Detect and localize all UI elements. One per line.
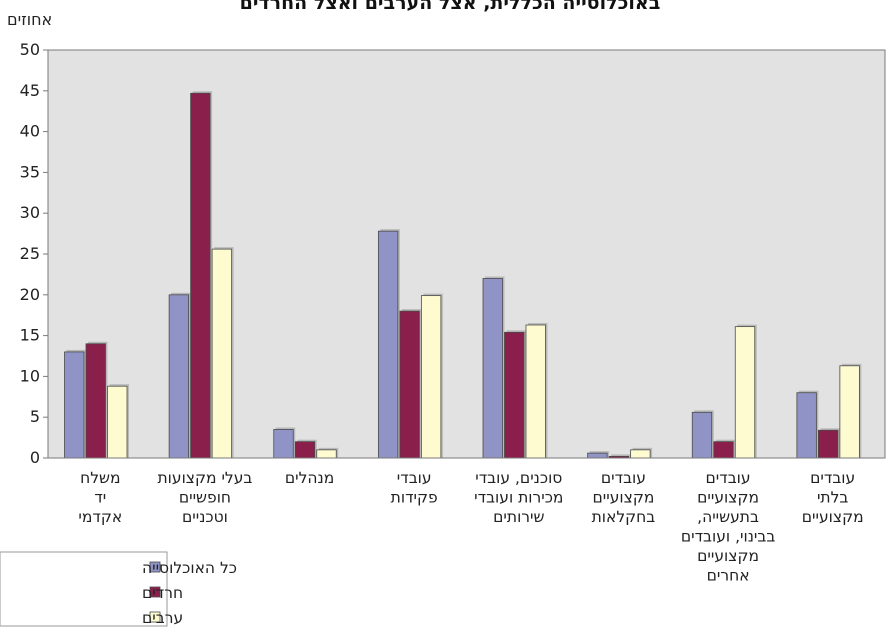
bar [504,331,525,459]
y-tick-label: 5 [30,407,40,426]
bar [168,294,190,459]
y-tick-label: 10 [20,366,40,385]
legend: כל האוכלוסייה חרדים ערבים [0,551,237,627]
y-tick-label: 15 [20,326,40,345]
chart-title: באוכלוסייה הכללית, אצל הערבים ואצל החרדי… [240,0,661,14]
x-tick-label: יד [94,489,106,507]
y-tick-label: 20 [20,285,40,304]
x-tick-label: מקצועיים [697,547,759,565]
x-tick-label: עובדי [397,469,432,487]
y-axis-label: אחוזים [7,10,52,29]
bar [420,295,442,459]
bar [587,452,608,459]
y-tick-label: 30 [20,203,40,222]
y-tick-label: 45 [20,81,40,100]
x-tick-label: חופשיים [179,489,231,507]
x-tick-label: עובדים [601,469,646,487]
x-tick-label: סוכנים, עובדי [475,469,562,487]
bar [817,429,839,459]
bar [294,441,316,459]
x-tick-label: מקצועיים [802,508,864,526]
bar [85,343,106,459]
x-tick-label: שירותים [493,508,544,526]
legend-label: כל האוכלוסייה [142,559,237,577]
x-tick-label: מקצועיים [697,489,759,507]
x-tick-label: בתעשייה, [697,508,759,526]
legend-box [0,551,168,627]
bar [796,392,817,459]
x-tick-label: בחקלאות [592,508,656,526]
bar [64,351,85,459]
bar [713,441,734,459]
legend-label: ערבים [142,609,183,627]
bar [211,248,233,459]
bars [48,91,885,459]
y-tick-label: 0 [30,448,40,467]
legend-swatch [149,586,161,598]
x-tick-label: וטכניים [182,508,228,526]
legend-swatch [149,611,161,623]
legend-label: חרדים [142,584,183,602]
x-tick-label: פקידות [391,489,438,507]
bar [273,429,294,459]
bar [107,385,128,459]
bar [190,92,211,459]
y-tick-label: 25 [20,244,40,263]
y-axis: 0 5 10 15 20 25 30 35 40 45 50 [20,40,48,467]
bar [734,326,756,459]
y-tick-label: 35 [20,162,40,181]
x-tick-label: מנהלים [285,469,334,487]
x-tick-label: משלח [80,469,120,487]
bar [482,278,503,459]
x-tick-label: מכירות ועובדי [474,489,563,507]
x-tick-label: בלתי [817,489,848,507]
x-tick-label: אקדמי [78,508,122,526]
x-tick-label: עובדים [810,469,855,487]
bar [839,365,860,459]
bar [316,449,337,459]
x-tick-label: בבינוי, ועובדים [681,528,775,546]
x-tick-label: עובדים [706,469,751,487]
bar [377,230,399,459]
bar [630,449,651,459]
y-tick-label: 50 [20,40,40,59]
bar [399,310,420,459]
x-tick-label: מקצועיים [593,489,655,507]
x-tick-label: אחרים [707,567,750,585]
bar [525,324,546,459]
y-tick-label: 40 [20,122,40,141]
legend-swatch [149,561,161,573]
x-tick-label: בעלי מקצועות [157,469,252,487]
bar [691,411,713,459]
